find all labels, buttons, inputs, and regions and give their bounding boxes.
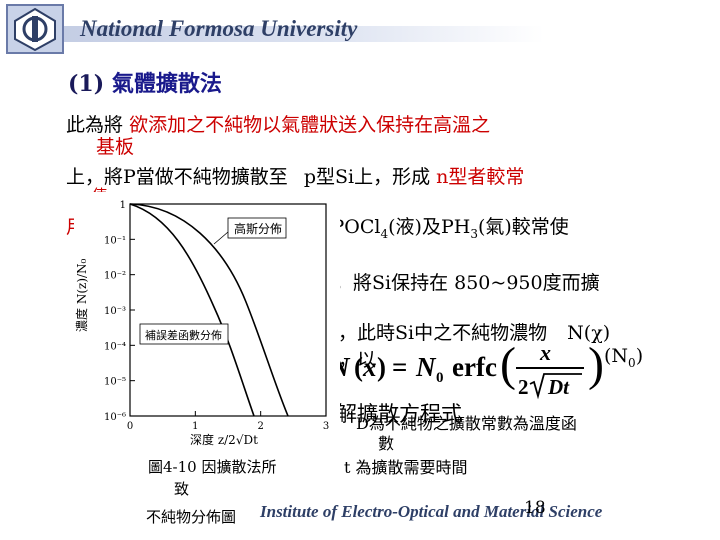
erfc-label: 補誤差函數分佈 — [145, 328, 222, 342]
body-text-highlight: 欲添加之不純物以氣體狀送入保持在高溫之 — [129, 114, 491, 136]
erfc-formula: N ( x ) = N 0 erfc ( x 2 Dt ) — [329, 338, 604, 400]
svg-text:(: ( — [500, 338, 516, 391]
body-text: p型Si上，形成 — [303, 166, 431, 188]
svg-text:0: 0 — [436, 370, 444, 386]
body-text: 上，將P當做不純物擴散至 — [66, 166, 288, 188]
body-line-8a: ，以 — [338, 349, 377, 371]
body-text: (氣)較常使 — [477, 216, 569, 238]
note-t: t 為擴散需要時間 — [344, 458, 468, 477]
y-axis-ticks: 1 10⁻¹ 10⁻² 10⁻³ 10⁻⁴ 10⁻⁵ 10⁻⁶ — [104, 200, 135, 423]
body-text: 此為將 — [66, 114, 124, 136]
svg-text:): ) — [588, 338, 604, 391]
body-line-9: 解擴散方程式 — [336, 402, 462, 426]
y-axis-label: 濃度 N(z)/N₀ — [74, 258, 89, 332]
body-text: ，此時Si中之不純物濃 — [338, 322, 529, 344]
body-subscript: 0 — [628, 355, 636, 370]
body-text: 物 — [528, 322, 548, 344]
note-d-cont: 數 — [378, 434, 395, 453]
header-bar — [64, 26, 544, 42]
footer-institute: Institute of Electro-Optical and Materia… — [260, 502, 603, 521]
y-tick-label: 10⁻⁵ — [104, 377, 126, 388]
figure-caption-2: 致 — [174, 480, 190, 498]
university-name: National Formosa University — [80, 16, 358, 41]
section-heading: 氣體擴散法 — [111, 71, 222, 97]
y-tick-label: 10⁻² — [104, 271, 126, 282]
body-text: (液)及PH — [388, 216, 471, 238]
section-number: (1) — [68, 71, 105, 97]
section-title: (1) 氣體擴散法 — [68, 66, 222, 98]
svg-text:N: N — [415, 352, 437, 382]
body-line-6: ，將Si保持在 850~950度而擴 — [334, 272, 600, 294]
x-axis-label: 深度 z/2√Dt — [190, 432, 258, 447]
x-axis-ticks: 0 1 2 3 — [127, 411, 329, 432]
svg-text:x: x — [362, 352, 377, 382]
body-line-8b: (N0) — [604, 345, 643, 370]
svg-text:erfc: erfc — [452, 352, 497, 382]
body-text-highlight: n型者較常 — [436, 166, 525, 188]
x-tick-label: 1 — [192, 421, 198, 432]
body-text: (N — [604, 345, 629, 367]
body-text: ) — [635, 345, 644, 367]
body-subscript: 3 — [470, 226, 478, 241]
x-tick-label: 3 — [323, 421, 329, 432]
body-line-1: 此為將 欲添加之不純物以氣體狀送入保持在高溫之 — [66, 110, 490, 137]
university-logo-icon — [6, 4, 64, 54]
note-d: D為不純物之擴散常數為溫度函 — [356, 414, 577, 433]
svg-text:x: x — [539, 340, 551, 365]
erfc-curve — [129, 203, 255, 417]
erfc-label-box — [139, 323, 229, 345]
y-tick-label: 10⁻⁶ — [104, 412, 126, 423]
figure-caption-3: 不純物分佈圖 — [146, 508, 237, 526]
svg-text:): ) — [377, 352, 386, 382]
body-line-3: 上，將P當做不純物擴散至 p型Si上，形成 n型者較常 — [66, 162, 524, 189]
gaussian-curve — [129, 203, 289, 417]
svg-text:2: 2 — [518, 375, 529, 399]
figure-caption-1: 圖4-10 因擴散法所 — [148, 458, 277, 476]
body-subscript: 4 — [380, 226, 389, 241]
y-tick-label: 10⁻¹ — [104, 235, 126, 246]
page-number: 18 — [524, 498, 546, 518]
y-tick-label: 10⁻³ — [104, 306, 126, 317]
y-tick-label: 1 — [120, 200, 126, 211]
gaussian-label-box — [227, 217, 287, 239]
gaussian-label: 高斯分佈 — [234, 221, 282, 236]
x-tick-label: 2 — [257, 421, 263, 432]
svg-text:=: = — [392, 352, 407, 382]
body-text: N(χ) — [567, 322, 611, 344]
x-tick-label: 0 — [127, 421, 133, 432]
body-line-7: ，此時Si中之不純物濃物 N(χ) — [338, 318, 610, 345]
diffusion-profile-figure: 1 10⁻¹ 10⁻² 10⁻³ 10⁻⁴ 10⁻⁵ 10⁻⁶ 0 1 2 3 高斯分佈 補誤差函… — [74, 192, 340, 450]
svg-text:(: ( — [354, 352, 363, 382]
y-tick-label: 10⁻⁴ — [104, 341, 126, 352]
body-line-2: 基板 — [96, 136, 135, 158]
svg-text:Dt: Dt — [547, 375, 570, 399]
